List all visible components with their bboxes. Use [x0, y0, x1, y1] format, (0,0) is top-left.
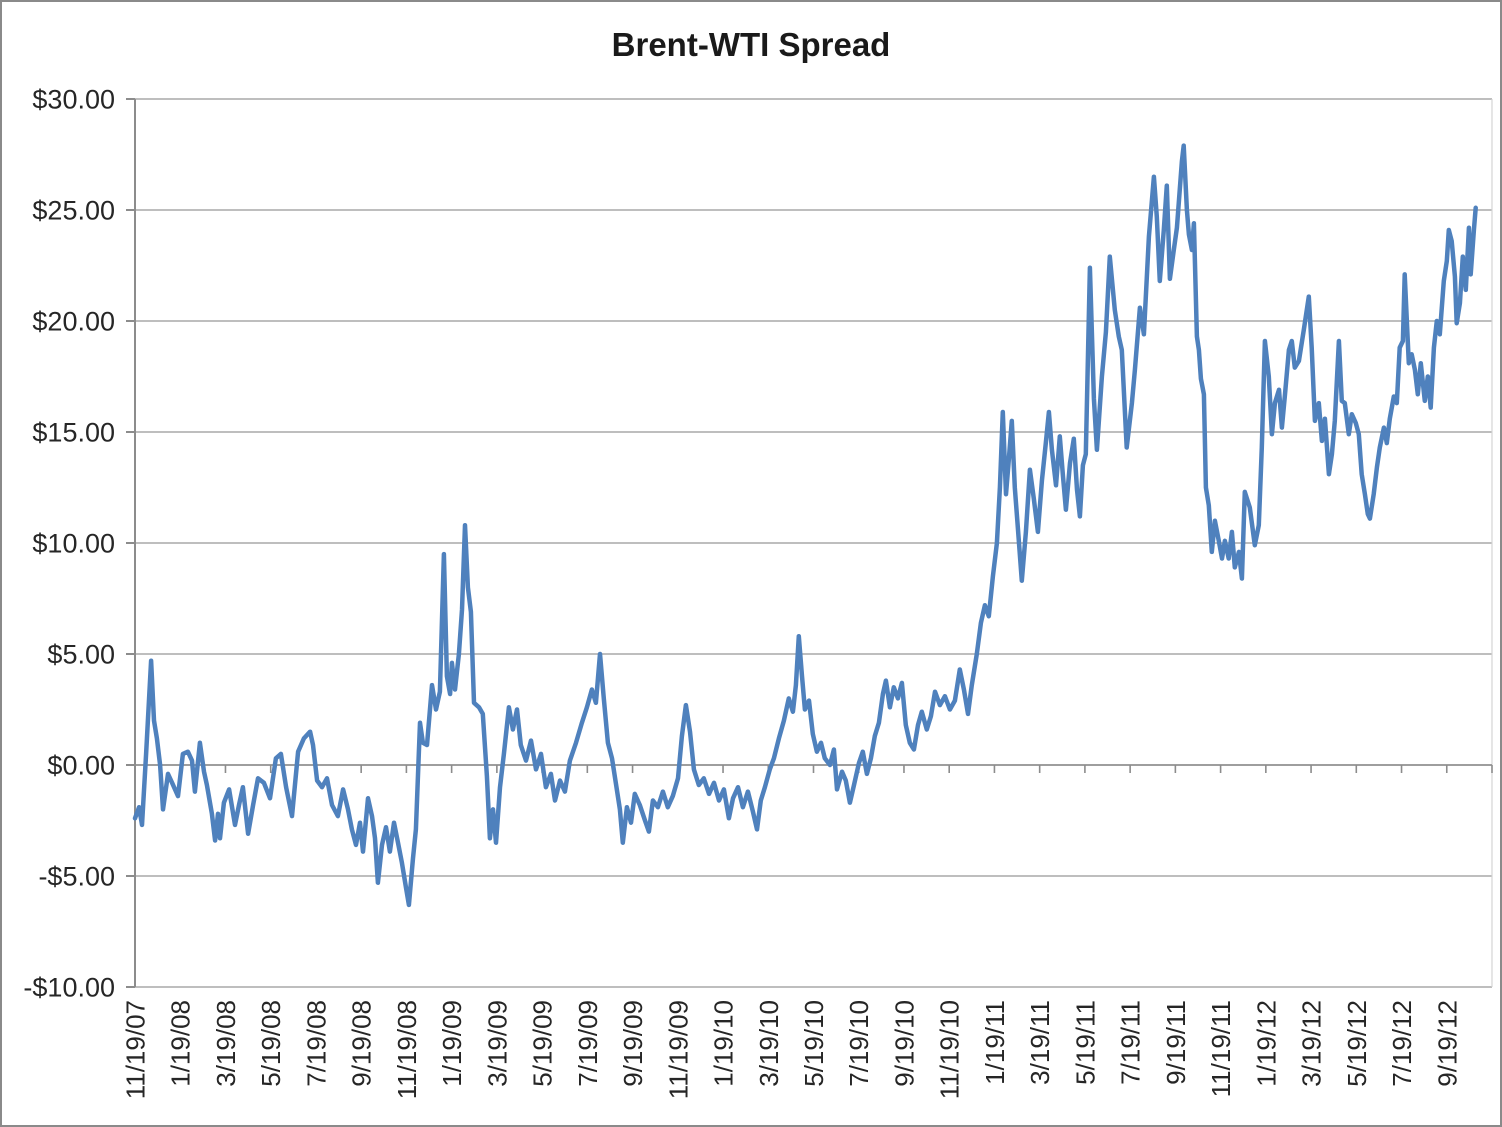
y-axis-label: $0.00 [47, 751, 115, 781]
x-axis-labels: 11/19/07 1/19/08 3/19/08 5/19/08 7/19/08 9/19… [121, 1000, 1463, 1099]
x-axis-label: 3/19/10 [754, 1000, 784, 1087]
x-axis-label: 7/19/08 [301, 1000, 331, 1087]
x-axis-label: 3/19/11 [1025, 1000, 1055, 1085]
y-axis-labels: $30.00 $25.00 $20.00 $15.00 $10.00 $5.00 $0.00… [23, 85, 115, 1003]
x-axis-label: 7/19/11 [1116, 1000, 1146, 1085]
x-axis-label: 7/19/09 [573, 1000, 603, 1087]
x-axis-label: 3/19/09 [482, 1000, 512, 1087]
y-axis-label: $15.00 [32, 418, 115, 448]
y-axis-label: -$5.00 [38, 862, 115, 892]
x-axis-label: 5/19/12 [1342, 1000, 1372, 1087]
x-axis-label: 1/19/12 [1251, 1000, 1281, 1087]
x-axis-label: 5/19/08 [256, 1000, 286, 1087]
y-axis-label: -$10.00 [23, 973, 115, 1003]
x-axis-label: 9/19/08 [347, 1000, 377, 1087]
x-axis-label: 5/19/09 [528, 1000, 558, 1087]
x-axis-label: 9/19/11 [1161, 1000, 1191, 1085]
gridlines [135, 98, 1492, 988]
x-axis-label: 1/19/10 [709, 1000, 739, 1087]
x-axis-label: 5/19/11 [1070, 1000, 1100, 1085]
x-axis-label: 11/19/10 [935, 1000, 965, 1099]
x-axis-label: 3/19/08 [211, 1000, 241, 1087]
x-axis-label: 3/19/12 [1297, 1000, 1327, 1087]
spread-series-line [132, 143, 1478, 908]
x-axis-label: 11/19/09 [663, 1000, 693, 1099]
x-axis-label: 7/19/12 [1387, 1000, 1417, 1087]
x-axis-label: 11/19/08 [392, 1000, 422, 1099]
x-axis-label: 9/19/12 [1432, 1000, 1462, 1087]
y-axis-label: $25.00 [32, 196, 115, 226]
x-axis-label: 11/19/07 [121, 1000, 151, 1099]
x-axis-label: 7/19/10 [844, 1000, 874, 1087]
y-axis-label: $30.00 [32, 85, 115, 115]
x-axis-label: 9/19/10 [889, 1000, 919, 1087]
x-axis-label: 11/19/11 [1206, 1000, 1236, 1097]
x-axis-label: 1/19/08 [166, 1000, 196, 1087]
y-axis-label: $5.00 [47, 640, 115, 670]
chart-title: Brent-WTI Spread [611, 26, 891, 63]
y-axis-label: $20.00 [32, 307, 115, 337]
x-axis-label: 1/19/09 [437, 1000, 467, 1087]
x-axis-label: 9/19/09 [618, 1000, 648, 1087]
x-axis-label: 1/19/11 [980, 1000, 1010, 1085]
y-axis-label: $10.00 [32, 529, 115, 559]
x-axis-label: 5/19/10 [799, 1000, 829, 1087]
